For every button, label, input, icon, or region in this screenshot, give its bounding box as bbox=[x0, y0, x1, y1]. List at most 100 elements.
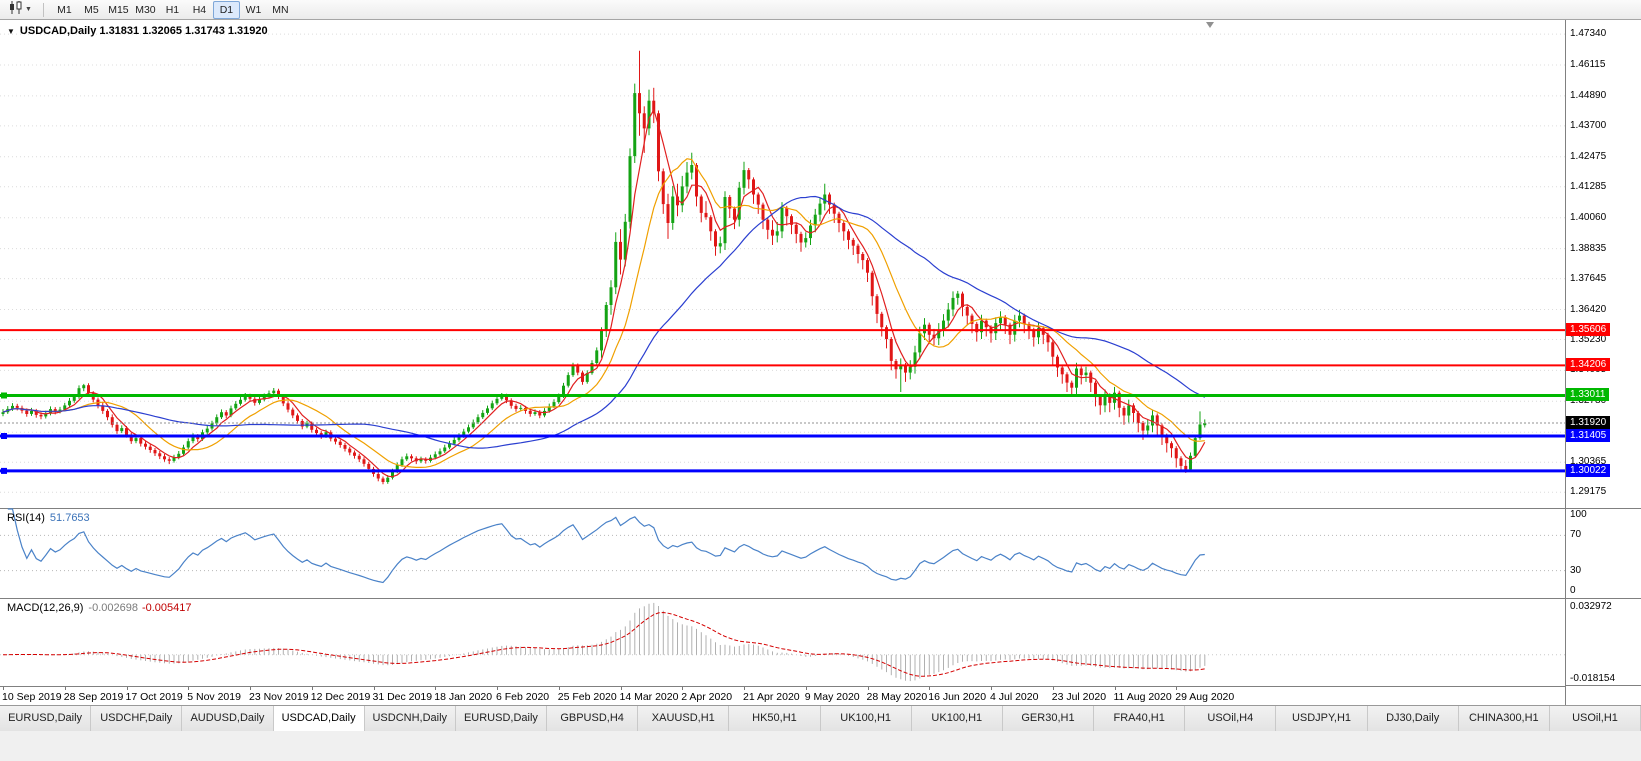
symbol-tab-gbpusd-h4[interactable]: GBPUSD,H4 bbox=[547, 706, 639, 731]
symbol-tab-usoil-h4[interactable]: USOil,H4 bbox=[1185, 706, 1277, 731]
rsi-scale-label: 30 bbox=[1570, 564, 1582, 576]
timeframe-m5-button[interactable]: M5 bbox=[84, 3, 99, 16]
date-label: 12 Dec 2019 bbox=[310, 691, 371, 703]
date-label: 5 Nov 2019 bbox=[187, 691, 241, 703]
symbol-tab-uk100-h1[interactable]: UK100,H1 bbox=[820, 706, 912, 731]
chart-window: 1.47340 1.46115 1.44890 1.43700 1.42475 1.412… bbox=[0, 20, 1641, 705]
price-tick-label: 1.47340 bbox=[1570, 28, 1607, 40]
macd-main-value: -0.002698 bbox=[88, 602, 138, 614]
chart-symbol-period: USDCAD,Daily bbox=[19, 25, 97, 37]
date-label: 18 Jan 2020 bbox=[434, 691, 493, 703]
price-tick-label: 1.41285 bbox=[1570, 180, 1607, 192]
date-label: 6 Feb 2020 bbox=[496, 691, 550, 703]
timeframe-m15-button[interactable]: M15 bbox=[108, 3, 129, 16]
time-tick bbox=[3, 687, 4, 690]
timeframe-buttons: M1 M5 M15 M30 H1 H4 D1 W1 MN bbox=[51, 0, 294, 19]
price-tick-label: 1.43700 bbox=[1570, 119, 1607, 131]
timeframe-m30-button[interactable]: M30 bbox=[135, 3, 156, 16]
chart-type-button[interactable]: ▼ bbox=[5, 0, 36, 21]
timeframe-d1-button[interactable]: D1 bbox=[212, 0, 240, 19]
time-tick bbox=[188, 687, 190, 690]
date-label: 28 May 2020 bbox=[866, 691, 928, 703]
price-tick-label: 1.36420 bbox=[1570, 303, 1607, 315]
date-label: 14 Mar 2020 bbox=[619, 691, 679, 703]
date-label: 23 Jul 2020 bbox=[1051, 691, 1107, 703]
date-label: 21 Apr 2020 bbox=[743, 691, 800, 703]
price-marker-label: 1.30022 bbox=[1566, 463, 1611, 477]
top-toolbar: ▼ M1 M5 M15 M30 H1 H4 D1 W1 MN bbox=[0, 0, 1641, 20]
macd-name: MACD(12,26,9) bbox=[7, 602, 84, 614]
price-chart-canvas[interactable] bbox=[0, 20, 1565, 686]
symbol-tab-usdjpy-h1[interactable]: USDJPY,H1 bbox=[1276, 706, 1368, 731]
window-filler bbox=[0, 731, 1641, 761]
date-label: 28 Sep 2019 bbox=[63, 691, 124, 703]
time-tick bbox=[311, 687, 313, 690]
ohlc-high: 1.32065 bbox=[142, 25, 182, 37]
date-label: 29 Aug 2020 bbox=[1175, 691, 1235, 703]
symbol-tab-china300-h1[interactable]: CHINA300,H1 bbox=[1458, 706, 1550, 731]
timeframe-w1-button[interactable]: W1 bbox=[245, 3, 262, 16]
timeframe-m1-button[interactable]: M1 bbox=[57, 3, 72, 16]
symbol-tab-usdchf-daily[interactable]: USDCHF,Daily bbox=[91, 706, 183, 731]
price-tick-label: 1.44890 bbox=[1570, 89, 1607, 101]
date-label: 17 Oct 2019 bbox=[125, 691, 183, 703]
macd-signal-value: -0.005417 bbox=[141, 602, 192, 614]
symbol-tab-eurusd-daily[interactable]: EURUSD,Daily bbox=[455, 706, 548, 731]
date-label: 16 Jun 2020 bbox=[928, 691, 987, 703]
time-tick bbox=[435, 687, 437, 690]
price-tick-label: 1.30365 bbox=[1570, 456, 1607, 468]
toolbar-separator bbox=[42, 2, 44, 17]
time-tick bbox=[1114, 687, 1116, 690]
time-tick bbox=[126, 687, 128, 690]
symbol-tab-fra40-h1[interactable]: FRA40,H1 bbox=[1094, 706, 1186, 731]
price-tick-label: 1.46115 bbox=[1570, 59, 1606, 71]
time-tick bbox=[1176, 687, 1178, 690]
ohlc-low: 1.31743 bbox=[185, 25, 225, 37]
macd-indicator-label: MACD(12,26,9) -0.002698 -0.005417 bbox=[7, 602, 192, 614]
rsi-scale-label: 100 bbox=[1570, 509, 1587, 520]
timeframe-h4-button[interactable]: H4 bbox=[192, 3, 207, 16]
symbol-tab-dj30-daily[interactable]: DJ30,Daily bbox=[1367, 706, 1459, 731]
date-label: 11 Aug 2020 bbox=[1113, 691, 1172, 703]
time-axis[interactable]: 10 Sep 2019 28 Sep 2019 17 Oct 2019 5 Nov 2… bbox=[0, 686, 1565, 705]
rsi-indicator-label: RSI(14) 51.7653 bbox=[7, 512, 90, 524]
time-tick bbox=[558, 687, 560, 690]
symbol-tab-hk50-h1[interactable]: HK50,H1 bbox=[729, 706, 821, 731]
date-label: 2 Apr 2020 bbox=[681, 691, 733, 703]
symbol-tab-xauusd-h1[interactable]: XAUUSD,H1 bbox=[638, 706, 730, 731]
timeframe-h1-button[interactable]: H1 bbox=[165, 3, 180, 16]
price-tick-label: 1.38835 bbox=[1570, 242, 1607, 254]
symbol-tab-usdcnh-daily[interactable]: USDCNH,Daily bbox=[364, 706, 456, 731]
timeframe-mn-button[interactable]: MN bbox=[272, 3, 289, 16]
price-marker-label: 1.35606 bbox=[1566, 323, 1611, 337]
date-label: 25 Feb 2020 bbox=[557, 691, 617, 703]
symbol-tab-usoil-h1[interactable]: USOil,H1 bbox=[1549, 706, 1641, 731]
time-tick bbox=[991, 687, 992, 690]
macd-scale-label: -0.018154 bbox=[1570, 673, 1616, 684]
triangle-down-icon[interactable]: ▼ bbox=[7, 27, 15, 36]
chart-ohlc-readout: ▼ USDCAD,Daily 1.31831 1.32065 1.31743 1.… bbox=[7, 25, 268, 37]
symbol-tab-ger30-h1[interactable]: GER30,H1 bbox=[1002, 706, 1095, 731]
symbol-tab-uk100-h1[interactable]: UK100,H1 bbox=[911, 706, 1003, 731]
chart-tab-bar: EURUSD,Daily USDCHF,Daily AUDUSD,Daily USDC… bbox=[0, 705, 1641, 731]
rsi-name: RSI(14) bbox=[7, 512, 45, 524]
time-tick bbox=[620, 687, 622, 690]
rsi-scale-label: 70 bbox=[1570, 529, 1582, 541]
pane-separator bbox=[1566, 685, 1641, 686]
time-tick bbox=[497, 687, 498, 690]
current-price-label: 1.31920 bbox=[1566, 416, 1611, 429]
time-tick bbox=[1052, 687, 1054, 690]
ohlc-open: 1.31831 bbox=[99, 25, 140, 37]
macd-scale-label: 0.032972 bbox=[1570, 601, 1612, 612]
price-tick-label: 1.37645 bbox=[1570, 272, 1607, 284]
date-label: 10 Sep 2019 bbox=[2, 691, 62, 703]
symbol-tab-usdcad-daily[interactable]: USDCAD,Daily bbox=[273, 706, 365, 731]
date-label: 23 Nov 2019 bbox=[249, 691, 309, 703]
time-tick bbox=[682, 687, 684, 690]
time-tick bbox=[929, 687, 931, 690]
time-tick bbox=[744, 687, 745, 690]
symbol-tab-audusd-daily[interactable]: AUDUSD,Daily bbox=[182, 706, 274, 731]
price-axis[interactable]: 1.47340 1.46115 1.44890 1.43700 1.42475 1.412… bbox=[1565, 20, 1641, 705]
symbol-tab-eurusd-daily[interactable]: EURUSD,Daily bbox=[0, 706, 92, 731]
chevron-down-icon: ▼ bbox=[25, 6, 32, 13]
